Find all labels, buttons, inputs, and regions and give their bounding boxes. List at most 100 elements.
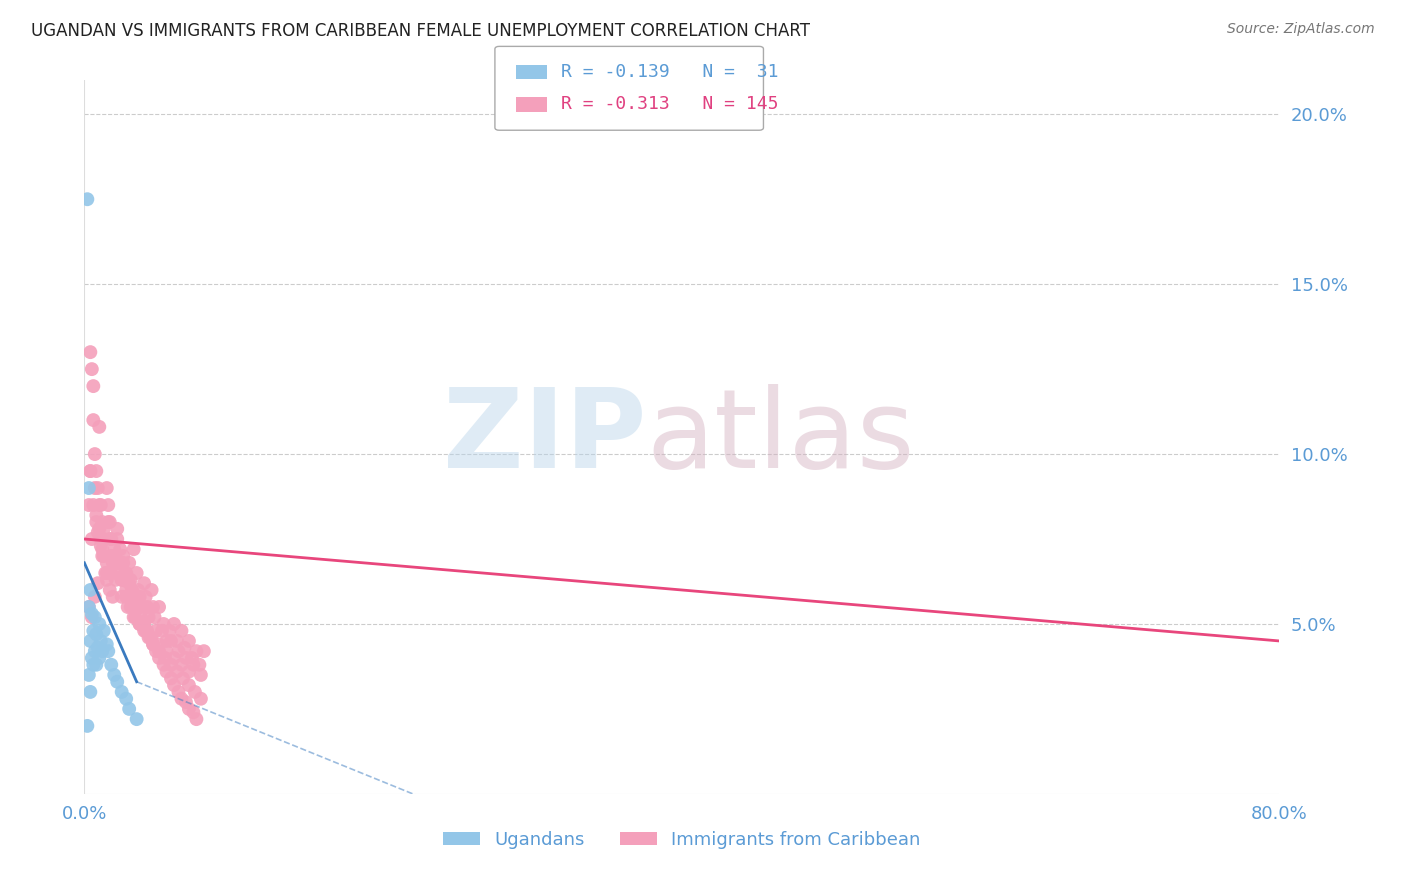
Ugandans <box>82 657 104 672</box>
Immigrants from Caribbean <box>77 599 100 614</box>
Text: R = -0.139   N =  31: R = -0.139 N = 31 <box>561 63 779 81</box>
Immigrants from Caribbean <box>86 515 108 529</box>
Immigrants from Caribbean <box>186 644 208 658</box>
Immigrants from Caribbean <box>148 599 170 614</box>
Immigrants from Caribbean <box>128 590 150 604</box>
Immigrants from Caribbean <box>89 498 111 512</box>
Immigrants from Caribbean <box>183 657 205 672</box>
Immigrants from Caribbean <box>163 678 186 692</box>
Immigrants from Caribbean <box>167 685 190 699</box>
Immigrants from Caribbean <box>77 498 100 512</box>
Ugandans <box>86 627 108 641</box>
Immigrants from Caribbean <box>148 644 170 658</box>
Ugandans <box>86 657 108 672</box>
Immigrants from Caribbean <box>152 657 174 672</box>
Immigrants from Caribbean <box>136 599 159 614</box>
Ugandans <box>77 599 100 614</box>
Ugandans <box>97 644 120 658</box>
Immigrants from Caribbean <box>87 525 110 540</box>
Immigrants from Caribbean <box>104 566 127 580</box>
Immigrants from Caribbean <box>177 634 200 648</box>
Immigrants from Caribbean <box>79 464 101 478</box>
Immigrants from Caribbean <box>94 566 117 580</box>
Immigrants from Caribbean <box>93 549 115 563</box>
Immigrants from Caribbean <box>111 573 134 587</box>
Immigrants from Caribbean <box>155 634 177 648</box>
Immigrants from Caribbean <box>115 590 138 604</box>
Immigrants from Caribbean <box>105 556 128 570</box>
Immigrants from Caribbean <box>150 624 173 638</box>
Immigrants from Caribbean <box>118 556 141 570</box>
Ugandans <box>111 685 134 699</box>
Ugandans <box>76 719 98 733</box>
Immigrants from Caribbean <box>174 651 197 665</box>
Immigrants from Caribbean <box>83 481 105 495</box>
Immigrants from Caribbean <box>160 657 183 672</box>
Immigrants from Caribbean <box>80 362 103 376</box>
Immigrants from Caribbean <box>100 549 122 563</box>
Immigrants from Caribbean <box>105 522 128 536</box>
Immigrants from Caribbean <box>83 590 105 604</box>
Immigrants from Caribbean <box>128 617 150 632</box>
Immigrants from Caribbean <box>96 481 118 495</box>
Immigrants from Caribbean <box>184 685 207 699</box>
Immigrants from Caribbean <box>173 640 195 655</box>
Immigrants from Caribbean <box>110 542 132 557</box>
Immigrants from Caribbean <box>122 610 145 624</box>
Immigrants from Caribbean <box>118 576 141 591</box>
Immigrants from Caribbean <box>167 644 190 658</box>
Immigrants from Caribbean <box>141 582 163 597</box>
Immigrants from Caribbean <box>97 515 120 529</box>
Ugandans <box>80 651 103 665</box>
Ugandans <box>103 668 125 682</box>
Immigrants from Caribbean <box>132 576 156 591</box>
Ugandans <box>77 668 100 682</box>
Immigrants from Caribbean <box>166 634 188 648</box>
Immigrants from Caribbean <box>172 671 194 685</box>
Immigrants from Caribbean <box>86 464 108 478</box>
Ugandans <box>93 624 115 638</box>
Immigrants from Caribbean <box>91 515 114 529</box>
Immigrants from Caribbean <box>87 481 110 495</box>
Immigrants from Caribbean <box>98 532 121 546</box>
Text: UGANDAN VS IMMIGRANTS FROM CARIBBEAN FEMALE UNEMPLOYMENT CORRELATION CHART: UGANDAN VS IMMIGRANTS FROM CARIBBEAN FEM… <box>31 22 810 40</box>
Immigrants from Caribbean <box>112 556 135 570</box>
Immigrants from Caribbean <box>160 634 183 648</box>
Immigrants from Caribbean <box>115 566 138 580</box>
Immigrants from Caribbean <box>190 691 212 706</box>
Immigrants from Caribbean <box>188 657 211 672</box>
Immigrants from Caribbean <box>97 498 120 512</box>
Ugandans <box>79 582 101 597</box>
Immigrants from Caribbean <box>96 573 118 587</box>
Immigrants from Caribbean <box>105 532 128 546</box>
Immigrants from Caribbean <box>103 549 125 563</box>
Immigrants from Caribbean <box>111 573 134 587</box>
Immigrants from Caribbean <box>170 657 193 672</box>
Immigrants from Caribbean <box>139 631 162 645</box>
Immigrants from Caribbean <box>145 644 167 658</box>
Ugandans <box>118 702 141 716</box>
Ugandans <box>80 607 103 621</box>
Immigrants from Caribbean <box>91 542 114 557</box>
Immigrants from Caribbean <box>114 566 136 580</box>
Immigrants from Caribbean <box>142 637 165 651</box>
Immigrants from Caribbean <box>163 617 186 632</box>
Text: ZIP: ZIP <box>443 384 647 491</box>
Immigrants from Caribbean <box>155 644 177 658</box>
Immigrants from Caribbean <box>87 576 110 591</box>
Ugandans <box>91 644 114 658</box>
Ugandans <box>89 651 111 665</box>
Immigrants from Caribbean <box>143 610 166 624</box>
Ugandans <box>83 644 105 658</box>
Ugandans <box>79 634 101 648</box>
Immigrants from Caribbean <box>82 413 104 427</box>
Text: atlas: atlas <box>647 384 914 491</box>
Immigrants from Caribbean <box>86 508 108 523</box>
Immigrants from Caribbean <box>112 549 135 563</box>
Immigrants from Caribbean <box>82 379 104 393</box>
Immigrants from Caribbean <box>101 556 124 570</box>
Ugandans <box>105 674 128 689</box>
Immigrants from Caribbean <box>100 566 122 580</box>
Immigrants from Caribbean <box>111 590 134 604</box>
Immigrants from Caribbean <box>124 593 146 607</box>
